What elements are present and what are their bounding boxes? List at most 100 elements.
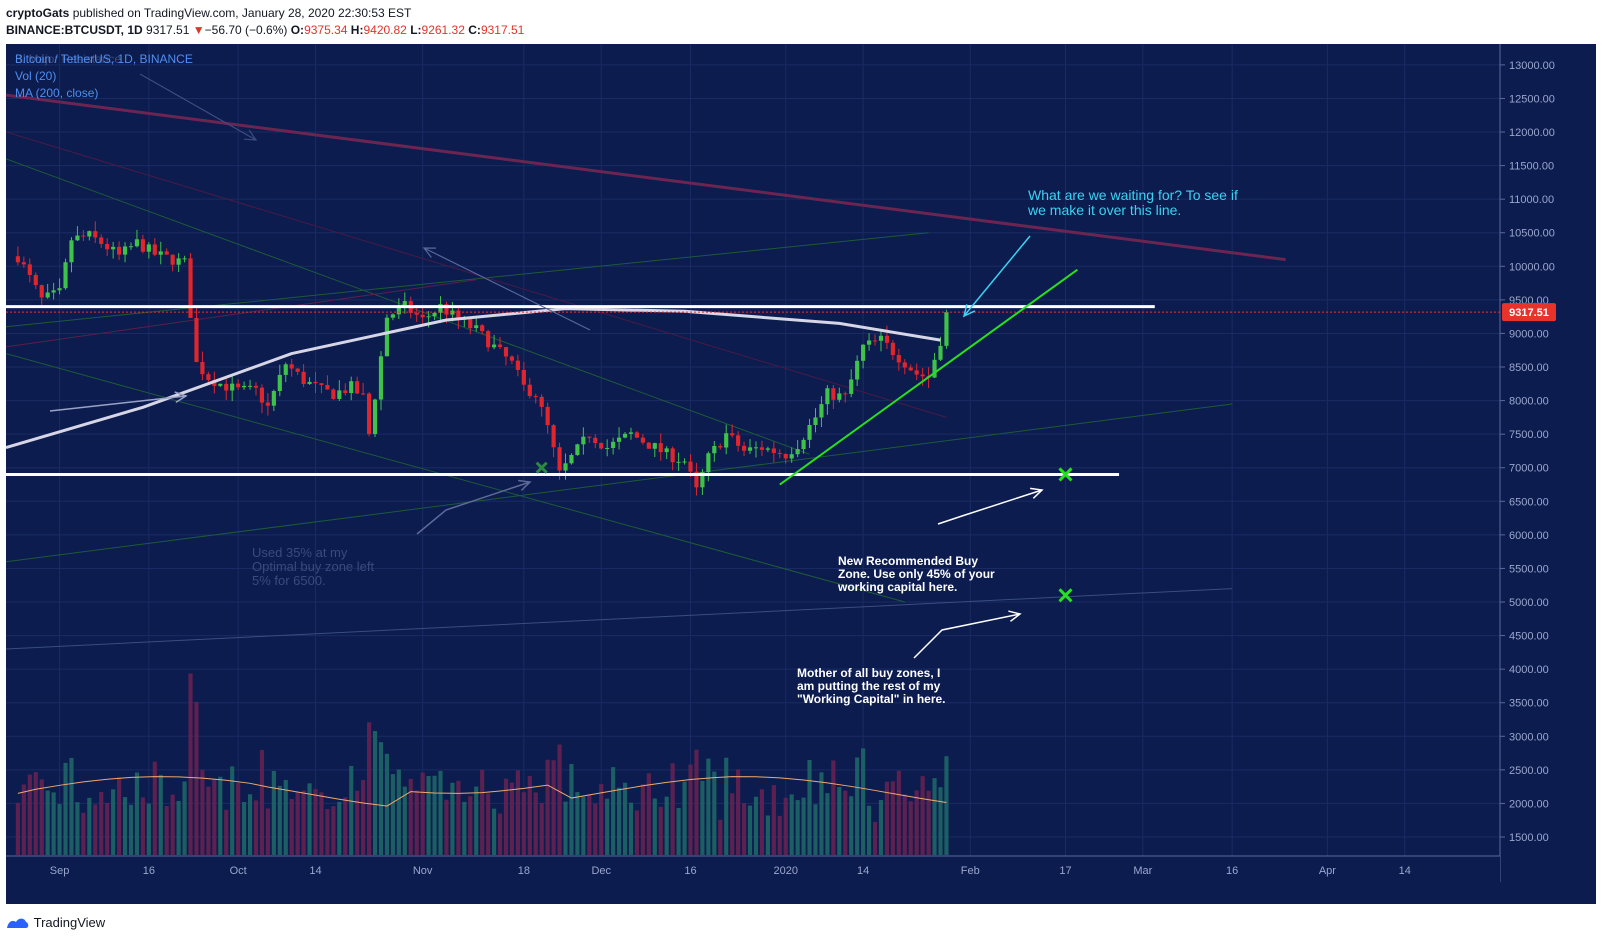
candle-down	[39, 285, 44, 298]
candle-down	[289, 364, 294, 369]
volume-bar	[682, 781, 687, 855]
candle-down	[200, 362, 205, 375]
volume-bar	[914, 790, 919, 855]
volume-bar	[747, 805, 753, 855]
candle-up	[569, 455, 574, 464]
candle-up	[706, 453, 711, 473]
candle-up	[271, 391, 276, 406]
volume-bar	[444, 799, 449, 855]
volume-bar	[866, 805, 872, 855]
change-value: −56.70 (−0.6%)	[204, 23, 288, 37]
candle-up	[474, 325, 479, 329]
volume-bar	[390, 774, 395, 855]
ma-arrow	[49, 395, 187, 412]
volume-bar	[611, 767, 616, 855]
candle-down	[557, 447, 562, 471]
candle-up	[676, 461, 681, 463]
volume-bar	[301, 790, 306, 855]
volume-bar	[140, 797, 145, 855]
resistance-arrow	[139, 73, 257, 141]
volume-bar	[718, 819, 723, 855]
volume-bar	[813, 804, 818, 855]
candle-down	[736, 435, 741, 446]
candle-up	[111, 246, 116, 250]
used-marker-icon	[535, 461, 548, 474]
candle-up	[616, 437, 622, 442]
volume-bar	[188, 673, 193, 855]
volume-bar	[634, 810, 640, 855]
legend-vol[interactable]: Vol (20)	[15, 69, 56, 83]
candle-down	[194, 317, 199, 363]
candle-up	[122, 246, 128, 255]
volume-bar	[367, 722, 372, 855]
candle-down	[93, 231, 98, 238]
volume-bar	[819, 772, 824, 855]
volume-bar	[408, 778, 413, 855]
candle-down	[587, 436, 592, 438]
volume-bar	[462, 801, 467, 855]
volume-bar	[700, 780, 705, 855]
volume-bar	[890, 781, 895, 855]
candle-up	[390, 314, 395, 318]
buy-zone-arrow-head	[1030, 487, 1044, 499]
volume-bar	[438, 770, 443, 855]
candle-up	[158, 251, 163, 255]
volume-bar	[801, 797, 806, 855]
volume-bar	[938, 787, 943, 855]
candle-up	[146, 244, 151, 252]
volume-bar	[825, 793, 830, 855]
candle-down	[670, 448, 675, 463]
ma-arrow-head	[174, 391, 188, 404]
volume-bar	[289, 798, 294, 855]
volume-bar	[117, 777, 122, 855]
candle-up	[307, 381, 312, 385]
candle-up	[837, 393, 842, 400]
candle-up	[563, 463, 568, 471]
volume-bar	[111, 789, 116, 855]
price-tick-label: 3000.00	[1509, 731, 1549, 743]
candle-down	[259, 387, 265, 403]
candle-up	[753, 447, 759, 449]
candle-up	[432, 312, 437, 317]
candle-down	[319, 383, 324, 385]
candle-down	[206, 374, 211, 380]
candle-down	[27, 264, 32, 275]
time-tick-label: Feb	[961, 865, 980, 877]
volume-bar	[396, 769, 401, 855]
candle-up	[63, 262, 68, 289]
candle-up	[611, 441, 616, 448]
author-name[interactable]: cryptoGats	[6, 6, 70, 20]
volume-bar	[259, 750, 265, 855]
price-axis-panel	[1500, 44, 1596, 904]
mother-arrow	[913, 613, 1021, 659]
legend-title[interactable]: Bitcoin / TetherUS, 1D, BINANCE	[15, 52, 193, 66]
volume-bar	[81, 812, 86, 855]
candle-up	[372, 399, 378, 435]
volume-bar	[837, 786, 842, 855]
time-tick-label: Oct	[230, 865, 247, 877]
candle-down	[920, 374, 925, 377]
volume-bars	[15, 673, 949, 855]
price-tick-label: 11500.00	[1509, 161, 1554, 173]
candle-up	[182, 258, 187, 260]
volume-bar	[307, 783, 312, 855]
close-value: 9317.51	[480, 23, 525, 37]
trendline-faded	[6, 232, 929, 328]
candle-down	[81, 235, 86, 237]
volume-bar	[69, 757, 74, 855]
volume-bar	[622, 782, 628, 855]
time-tick-label: Mar	[1133, 865, 1152, 877]
time-tick-label: 16	[1226, 865, 1238, 877]
candle-down	[414, 312, 419, 315]
volume-bar	[521, 792, 526, 855]
legend-faded-label: 3. Major Resistance	[15, 52, 121, 66]
price-tick-label: 2000.00	[1509, 798, 1549, 810]
volume-bar	[27, 774, 32, 855]
volume-bar	[170, 794, 175, 855]
volume-bar	[486, 793, 491, 855]
change-arrow-icon: ▼	[192, 23, 205, 37]
brand-name[interactable]: TradingView	[33, 915, 106, 931]
legend-ma[interactable]: MA (200, close)	[15, 86, 98, 100]
volume-bar	[557, 744, 562, 855]
